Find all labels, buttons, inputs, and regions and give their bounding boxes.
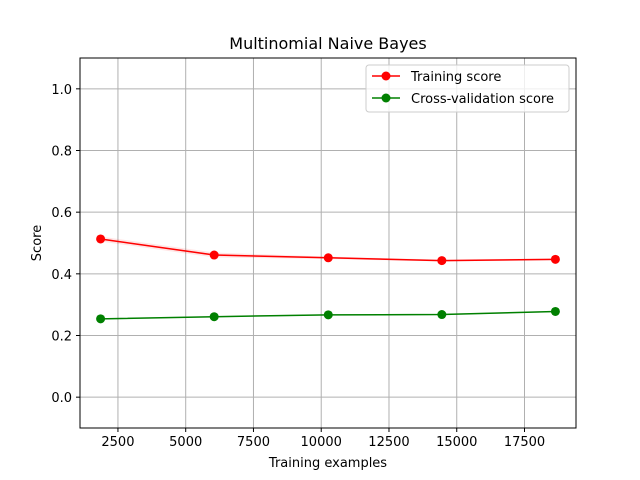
y-tick-label: 0.8 <box>51 145 72 160</box>
legend-cross-validation-score-marker <box>381 93 391 103</box>
chart-title: Multinomial Naive Bayes <box>229 34 426 53</box>
training-score-point <box>437 256 447 266</box>
legend-cross-validation-score-label: Cross-validation score <box>411 92 554 107</box>
training-score-point <box>323 253 333 263</box>
plot-frame <box>79 57 577 429</box>
x-tick-label: 17500 <box>504 435 545 450</box>
training-score-point <box>550 254 560 264</box>
y-axis-label: Score <box>30 225 45 261</box>
x-axis-ticks: 2500 5000 7500 10000 12500 15000 17500 <box>101 428 545 450</box>
cross-validation-score-point <box>209 312 219 322</box>
x-tick-label: 12500 <box>368 435 409 450</box>
y-tick-label: 0.0 <box>51 391 72 406</box>
legend: Training score Cross-validation score <box>365 64 570 113</box>
training-score-point <box>96 234 106 244</box>
y-tick-label: 1.0 <box>51 83 72 98</box>
cross-validation-score-point <box>323 310 333 320</box>
x-tick-label: 5000 <box>169 435 202 450</box>
x-axis-label: Training examples <box>268 456 387 471</box>
training-score-point <box>209 250 219 260</box>
legend-box <box>365 64 570 113</box>
legend-training-score-marker <box>381 71 391 81</box>
x-tick-label: 15000 <box>436 435 477 450</box>
series-points <box>96 234 560 324</box>
plot-background <box>80 58 576 428</box>
y-tick-label: 0.4 <box>51 268 72 283</box>
x-tick-label: 2500 <box>101 435 134 450</box>
y-tick-label: 0.2 <box>51 330 72 345</box>
legend-training-score-label: Training score <box>410 70 501 85</box>
y-axis-ticks: 0.0 0.2 0.4 0.6 0.8 1.0 <box>51 83 80 406</box>
cross-validation-score-point <box>550 306 560 316</box>
x-tick-label: 7500 <box>237 435 270 450</box>
y-tick-label: 0.6 <box>51 206 72 221</box>
cross-validation-score-point <box>437 310 447 320</box>
x-tick-label: 10000 <box>301 435 342 450</box>
cross-validation-score-point <box>96 314 106 324</box>
